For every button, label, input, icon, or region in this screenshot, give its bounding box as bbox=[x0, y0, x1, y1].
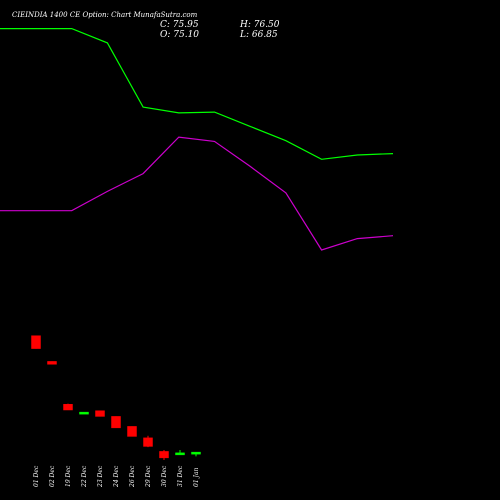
candle bbox=[95, 410, 105, 417]
indicator-lines bbox=[0, 28, 394, 251]
x-tick-label: 31 Dec bbox=[177, 465, 184, 487]
candle-body bbox=[31, 335, 41, 349]
x-tick-label: 22 Dec bbox=[81, 465, 88, 488]
candle bbox=[175, 450, 185, 456]
candle bbox=[191, 451, 201, 457]
candle-body bbox=[111, 416, 121, 429]
x-tick-label: 01 Dec bbox=[33, 465, 40, 487]
candle bbox=[127, 426, 137, 437]
x-tick-label: 19 Dec bbox=[65, 465, 72, 487]
x-tick-label: 26 Dec bbox=[129, 465, 136, 488]
candle bbox=[159, 450, 169, 460]
candle bbox=[143, 435, 153, 448]
x-tick-label: 01 Jan bbox=[193, 467, 200, 487]
candle-body bbox=[127, 426, 137, 437]
x-tick-label: 02 Dec bbox=[49, 465, 56, 487]
chart-title: CIEINDIA 1400 CE Option: Chart MunafaSut… bbox=[12, 11, 198, 19]
open-value: O: 75.10 bbox=[160, 30, 199, 40]
indicator-line-2 bbox=[0, 136, 394, 251]
x-tick-label: 24 Dec bbox=[113, 465, 120, 488]
candle bbox=[31, 335, 41, 349]
candles bbox=[31, 335, 201, 460]
candle-body bbox=[63, 404, 73, 411]
candle-body bbox=[191, 451, 201, 455]
high-value: H: 76.50 bbox=[239, 20, 280, 30]
close-value: C: 75.95 bbox=[160, 20, 199, 30]
x-tick-label: 23 Dec bbox=[97, 465, 104, 488]
candle bbox=[63, 403, 73, 411]
low-value: L: 66.85 bbox=[239, 30, 278, 40]
candle-body bbox=[95, 410, 105, 417]
candle bbox=[79, 411, 89, 415]
candle-body bbox=[159, 451, 169, 459]
x-tick-label: 30 Dec bbox=[161, 465, 168, 487]
candle bbox=[47, 361, 57, 365]
candle bbox=[111, 416, 121, 429]
candle-body bbox=[47, 361, 57, 365]
x-tick-label: 29 Dec bbox=[145, 465, 152, 488]
candle-body bbox=[175, 452, 185, 456]
x-axis-ticks: 01 Dec 02 Dec 19 Dec 22 Dec 23 Dec 24 Dec 26 D… bbox=[33, 465, 200, 488]
indicator-line-1 bbox=[0, 28, 394, 160]
candle-body bbox=[143, 437, 153, 447]
candle-body bbox=[79, 411, 89, 415]
